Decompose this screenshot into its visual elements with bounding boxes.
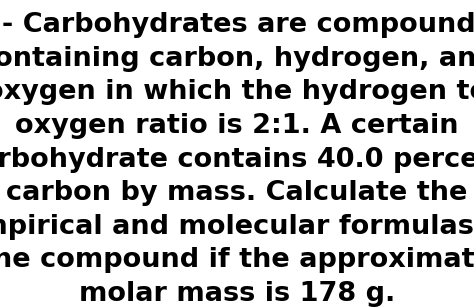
- Text: 1- Carbohydrates are compounds
containing carbon, hydrogen, and
oxygen in which : 1- Carbohydrates are compounds containin…: [0, 12, 474, 307]
